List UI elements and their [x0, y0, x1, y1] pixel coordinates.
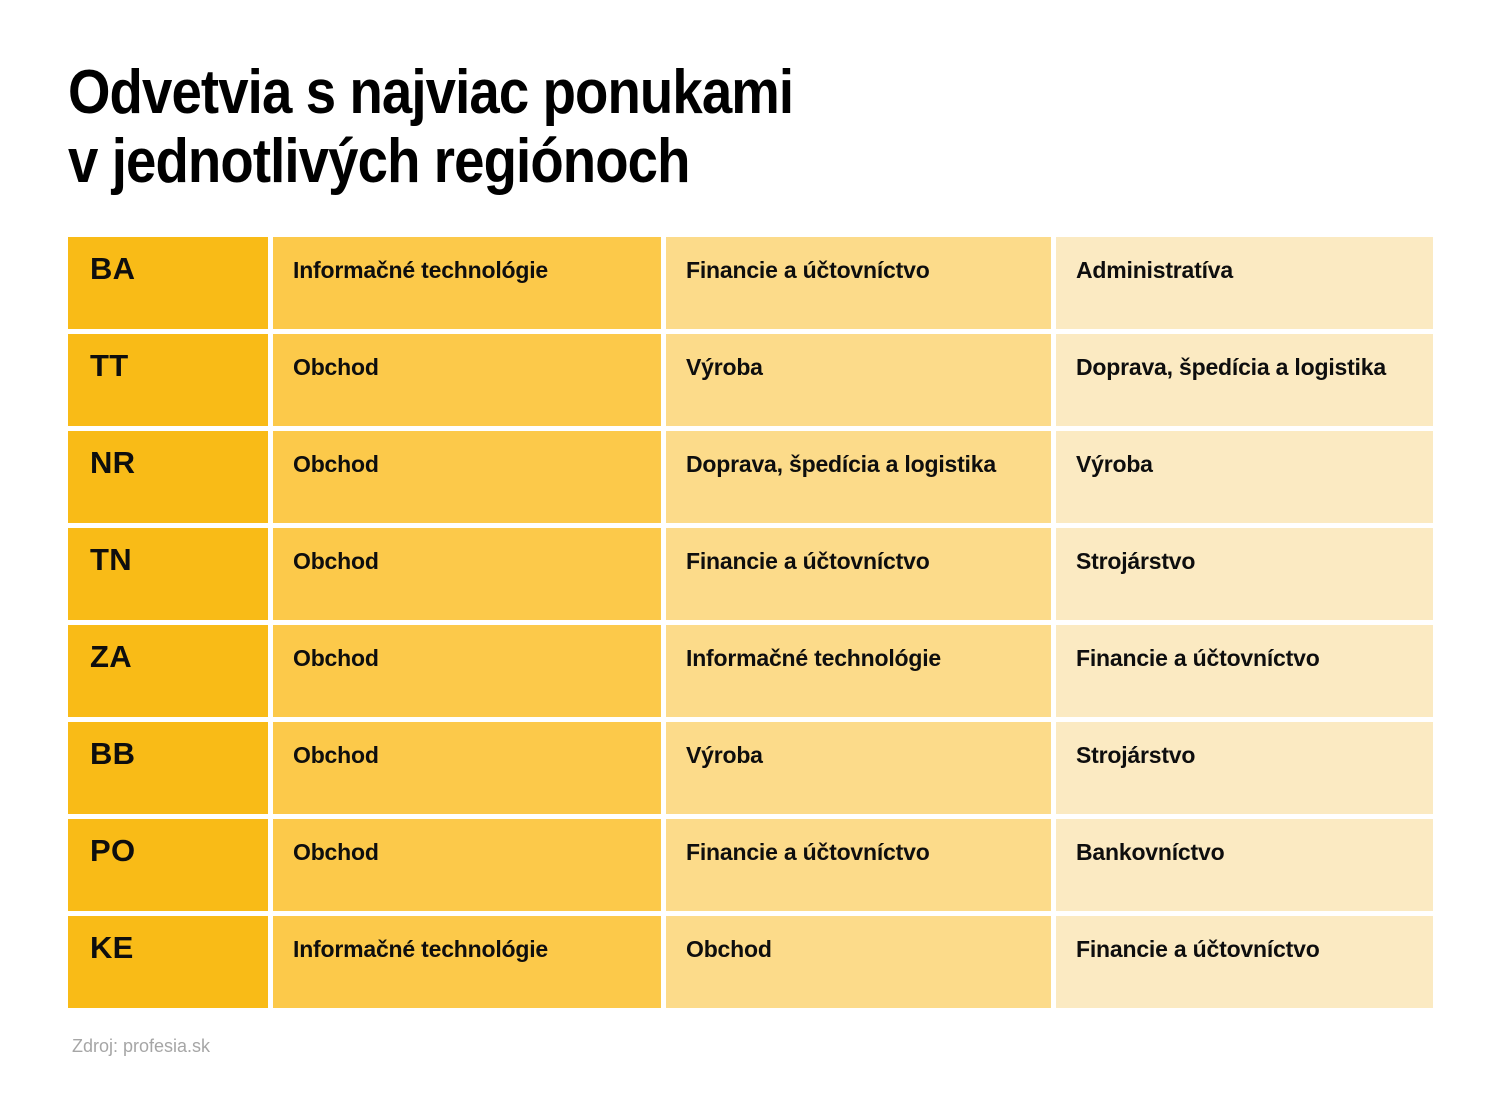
industry-cell: Doprava, špedícia a logistika [1056, 334, 1433, 426]
region-code-cell: KE [68, 916, 268, 1008]
industry-cell: Financie a účtovníctvo [666, 819, 1051, 911]
regions-table: BA Informačné technológie Financie a účt… [68, 237, 1433, 1008]
industry-cell: Financie a účtovníctvo [666, 528, 1051, 620]
industry-cell: Informačné technológie [273, 916, 661, 1008]
industry-cell: Obchod [273, 722, 661, 814]
region-code-cell: TT [68, 334, 268, 426]
industry-cell: Informačné technológie [273, 237, 661, 329]
region-code-cell: NR [68, 431, 268, 523]
industry-cell: Výroba [1056, 431, 1433, 523]
industry-cell: Obchod [273, 625, 661, 717]
industry-cell: Obchod [273, 819, 661, 911]
page-title-line-1: Odvetvia s najviac ponukami [68, 58, 794, 127]
industry-cell: Financie a účtovníctvo [666, 237, 1051, 329]
industry-cell: Obchod [666, 916, 1051, 1008]
region-code-cell: ZA [68, 625, 268, 717]
industry-cell: Doprava, špedícia a logistika [666, 431, 1051, 523]
region-code-cell: TN [68, 528, 268, 620]
industry-cell: Výroba [666, 722, 1051, 814]
industry-cell: Bankovníctvo [1056, 819, 1433, 911]
industry-cell: Výroba [666, 334, 1051, 426]
industry-cell: Financie a účtovníctvo [1056, 916, 1433, 1008]
industry-cell: Obchod [273, 528, 661, 620]
industry-cell: Obchod [273, 334, 661, 426]
industry-cell: Administratíva [1056, 237, 1433, 329]
region-code-cell: BA [68, 237, 268, 329]
industry-cell: Financie a účtovníctvo [1056, 625, 1433, 717]
page-title-line-2: v jednotlivých regiónoch [68, 127, 690, 196]
industry-cell: Obchod [273, 431, 661, 523]
region-code-cell: PO [68, 819, 268, 911]
page-title: Odvetvia s najviac ponukami v jednotlivý… [68, 58, 794, 196]
industry-cell: Strojárstvo [1056, 722, 1433, 814]
industry-cell: Strojárstvo [1056, 528, 1433, 620]
region-code-cell: BB [68, 722, 268, 814]
industry-cell: Informačné technológie [666, 625, 1051, 717]
source-note: Zdroj: profesia.sk [72, 1036, 211, 1056]
